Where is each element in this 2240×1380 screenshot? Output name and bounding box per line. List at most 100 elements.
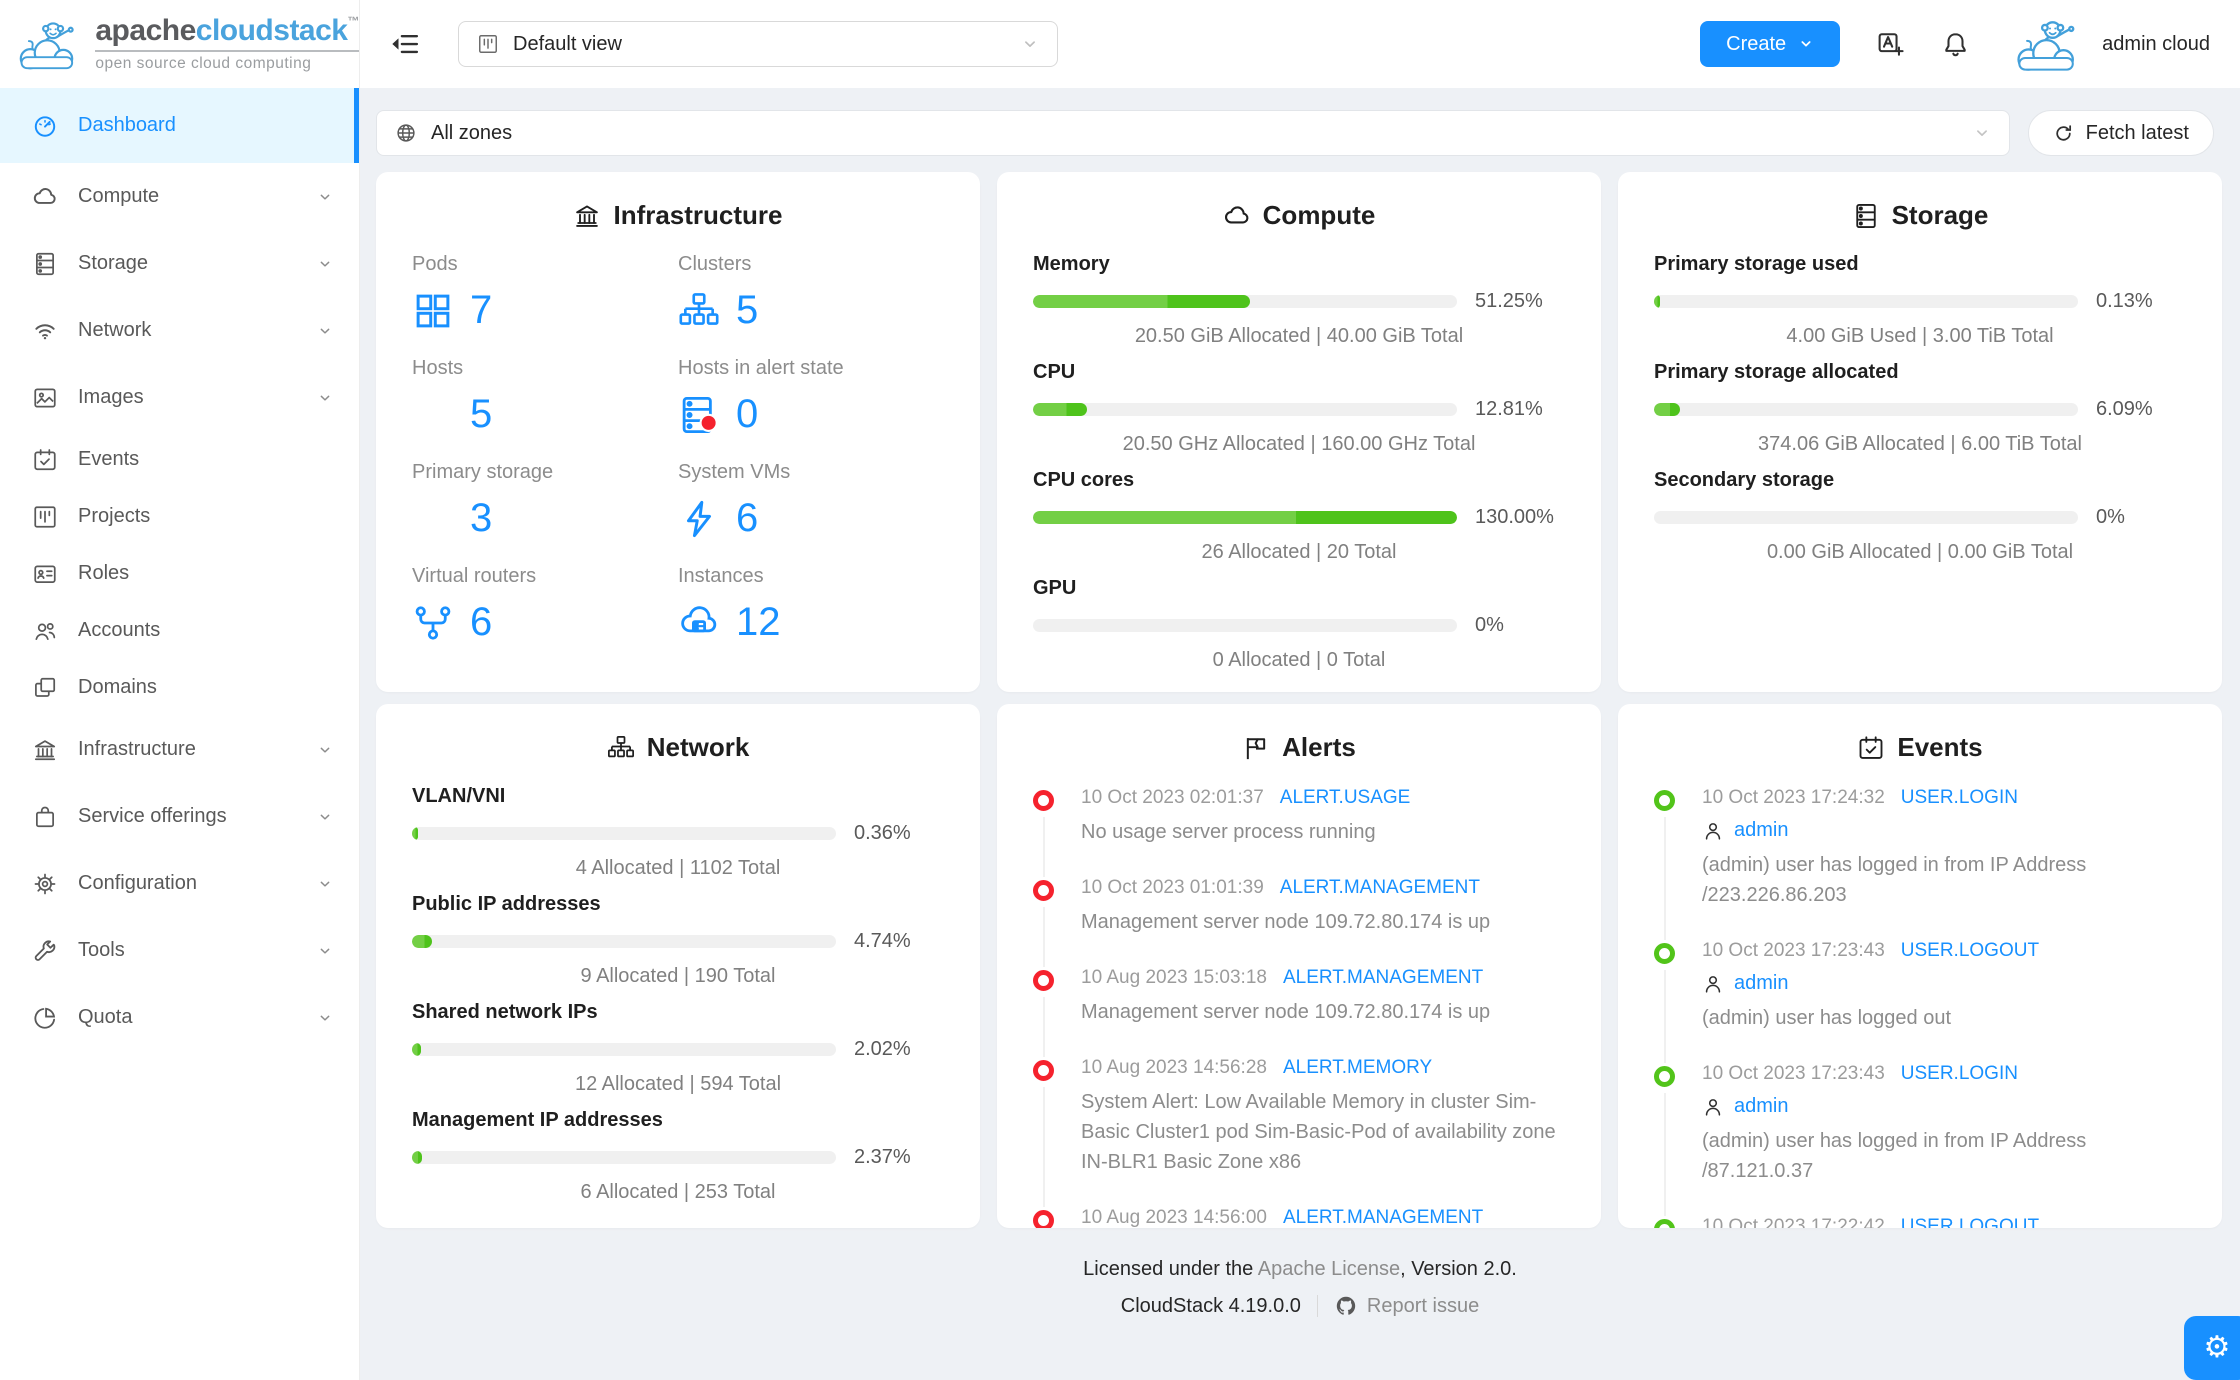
sidebar-item-compute[interactable]: Compute (0, 163, 359, 230)
sidebar-item-configuration[interactable]: Configuration (0, 850, 359, 917)
brand-subtitle: open source cloud computing (95, 54, 312, 72)
event-item: 10 Oct 2023 17:23:43 USER.LOGOUT admin (a… (1654, 940, 2186, 1063)
alert-item: 10 Oct 2023 02:01:37 ALERT.USAGE No usage… (1033, 787, 1565, 877)
alert-dot (1033, 1210, 1054, 1228)
sidebar-item-dashboard[interactable]: Dashboard (0, 88, 359, 163)
create-button[interactable]: Create (1700, 21, 1841, 67)
menu-fold-icon[interactable] (390, 29, 420, 59)
stat-primary-storage[interactable]: Primary storage 3 (412, 461, 554, 540)
events-card-title: Events (1654, 732, 2186, 763)
event-dot (1654, 1066, 1675, 1087)
dashboard-icon (32, 113, 58, 139)
cluster-icon (607, 734, 635, 762)
zone-select[interactable]: All zones (376, 110, 2010, 156)
version-line: CloudStack 4.19.0.0 Report issue (360, 1294, 2240, 1318)
sidebar-item-network[interactable]: Network (0, 297, 359, 364)
notification-bell-icon[interactable] (1941, 30, 1970, 59)
alerts-card-title: Alerts (1033, 732, 1565, 763)
alert-item: 10 Aug 2023 14:56:28 ALERT.MEMORY System … (1033, 1057, 1565, 1207)
gear-icon (32, 871, 58, 897)
database-icon (1852, 202, 1880, 230)
cloud-server-icon (678, 602, 720, 644)
stat-virtual-routers[interactable]: Virtual routers 6 (412, 565, 537, 644)
project-icon (477, 33, 499, 55)
sidebar-item-label: Accounts (78, 619, 161, 641)
brand-text: apachecloudstack™ open source cloud comp… (95, 15, 359, 73)
sidebar-item-storage[interactable]: Storage (0, 230, 359, 297)
chevron-down-icon (317, 1010, 333, 1026)
fork-icon (412, 602, 454, 644)
alert-type-link[interactable]: ALERT.MANAGEMENT (1279, 877, 1481, 898)
sidebar-item-label: Events (78, 448, 140, 470)
metric-primary-storage-used: Primary storage used 0.13% 4.00 GiB Used… (1654, 253, 2153, 347)
cloudmonkey-logo-icon (12, 8, 85, 80)
metric-cpu: CPU 12.81% 20.50 GHz Allocated | 160.00 … (1033, 361, 1543, 455)
sidebar-item-label: Domains (78, 676, 157, 698)
compute-card-title: Compute (1033, 200, 1565, 231)
progress-bar (1654, 511, 2078, 524)
fetch-latest-label: Fetch latest (2085, 121, 2189, 144)
create-button-label: Create (1726, 32, 1787, 55)
event-user-link[interactable]: admin (1702, 972, 2186, 995)
event-user-link[interactable]: admin (1702, 819, 2186, 842)
sidebar-item-label: Storage (78, 252, 149, 274)
sidebar-item-service-offerings[interactable]: Service offerings (0, 783, 359, 850)
alert-type-link[interactable]: ALERT.MEMORY (1282, 1057, 1433, 1078)
view-select[interactable]: Default view (458, 21, 1058, 67)
brand-title: apachecloudstack™ (95, 15, 359, 52)
event-dot (1654, 1219, 1675, 1228)
infrastructure-stats: Pods 7 Clusters 5 Hosts 5 Hosts in alert… (412, 253, 944, 669)
server-icon (412, 498, 454, 540)
compute-card: Compute Memory 51.25% 20.50 GiB Allocate… (997, 172, 1601, 692)
settings-fab-button[interactable]: ⚙ (2184, 1316, 2240, 1380)
sidebar-item-label: Quota (78, 1006, 133, 1028)
event-user-link[interactable]: admin (1702, 1095, 2186, 1118)
event-type-link[interactable]: USER.LOGIN (1900, 1063, 2018, 1084)
stat-instances[interactable]: Instances 12 (678, 565, 781, 644)
chevron-down-icon (1798, 36, 1814, 52)
sidebar-item-events[interactable]: Events (0, 431, 359, 488)
user-icon (1702, 973, 1724, 995)
event-type-link[interactable]: USER.LOGOUT (1900, 940, 2040, 961)
progress-bar (1033, 511, 1457, 524)
database-icon (32, 251, 58, 277)
translate-icon[interactable] (1876, 30, 1905, 59)
alert-type-link[interactable]: ALERT.USAGE (1279, 787, 1411, 808)
event-type-link[interactable]: USER.LOGOUT (1900, 1216, 2040, 1228)
network-card: Network VLAN/VNI 0.36% 4 Allocated | 110… (376, 704, 980, 1228)
sidebar-item-tools[interactable]: Tools (0, 917, 359, 984)
main-area: Default view Create admin cloud All zon (360, 0, 2240, 1380)
event-item: 10 Oct 2023 17:22:42 USER.LOGOUT (1654, 1216, 2186, 1228)
sidebar-item-infrastructure[interactable]: Infrastructure (0, 716, 359, 783)
sidebar-item-accounts[interactable]: Accounts (0, 602, 359, 659)
infrastructure-card: Infrastructure Pods 7 Clusters 5 Hosts 5 (376, 172, 980, 692)
user-icon (1702, 1096, 1724, 1118)
stat-pods[interactable]: Pods 7 (412, 253, 493, 332)
stat-hosts[interactable]: Hosts 5 (412, 357, 493, 436)
thunderbolt-icon (678, 498, 720, 540)
alert-type-link[interactable]: ALERT.MANAGEMENT (1282, 1207, 1484, 1228)
alert-item: 10 Aug 2023 14:56:00 ALERT.MANAGEMENT (1033, 1207, 1565, 1228)
event-type-link[interactable]: USER.LOGIN (1900, 787, 2018, 808)
sidebar-item-label: Images (78, 386, 144, 408)
user-name: admin cloud (2102, 32, 2210, 55)
sidebar-item-label: Service offerings (78, 805, 227, 827)
sidebar-item-roles[interactable]: Roles (0, 545, 359, 602)
fetch-latest-button[interactable]: Fetch latest (2027, 110, 2214, 156)
sidebar-item-projects[interactable]: Projects (0, 488, 359, 545)
report-issue-link[interactable]: Report issue (1334, 1294, 1479, 1318)
bank-icon (32, 737, 58, 763)
sidebar-item-images[interactable]: Images (0, 364, 359, 431)
sidebar-item-label: Network (78, 319, 152, 341)
sidebar-item-domains[interactable]: Domains (0, 659, 359, 716)
avatar (2006, 13, 2090, 75)
apache-license-link[interactable]: Apache License (1257, 1258, 1401, 1280)
calendar-icon (1857, 734, 1885, 762)
metric-management-ip: Management IP addresses 2.37% 6 Allocate… (412, 1109, 911, 1203)
alert-type-link[interactable]: ALERT.MANAGEMENT (1282, 967, 1484, 988)
stat-hosts-alert[interactable]: Hosts in alert state 0 (678, 357, 844, 436)
stat-system-vms[interactable]: System VMs 6 (678, 461, 791, 540)
user-menu[interactable]: admin cloud (2006, 13, 2210, 75)
stat-clusters[interactable]: Clusters 5 (678, 253, 759, 332)
sidebar-item-quota[interactable]: Quota (0, 984, 359, 1051)
